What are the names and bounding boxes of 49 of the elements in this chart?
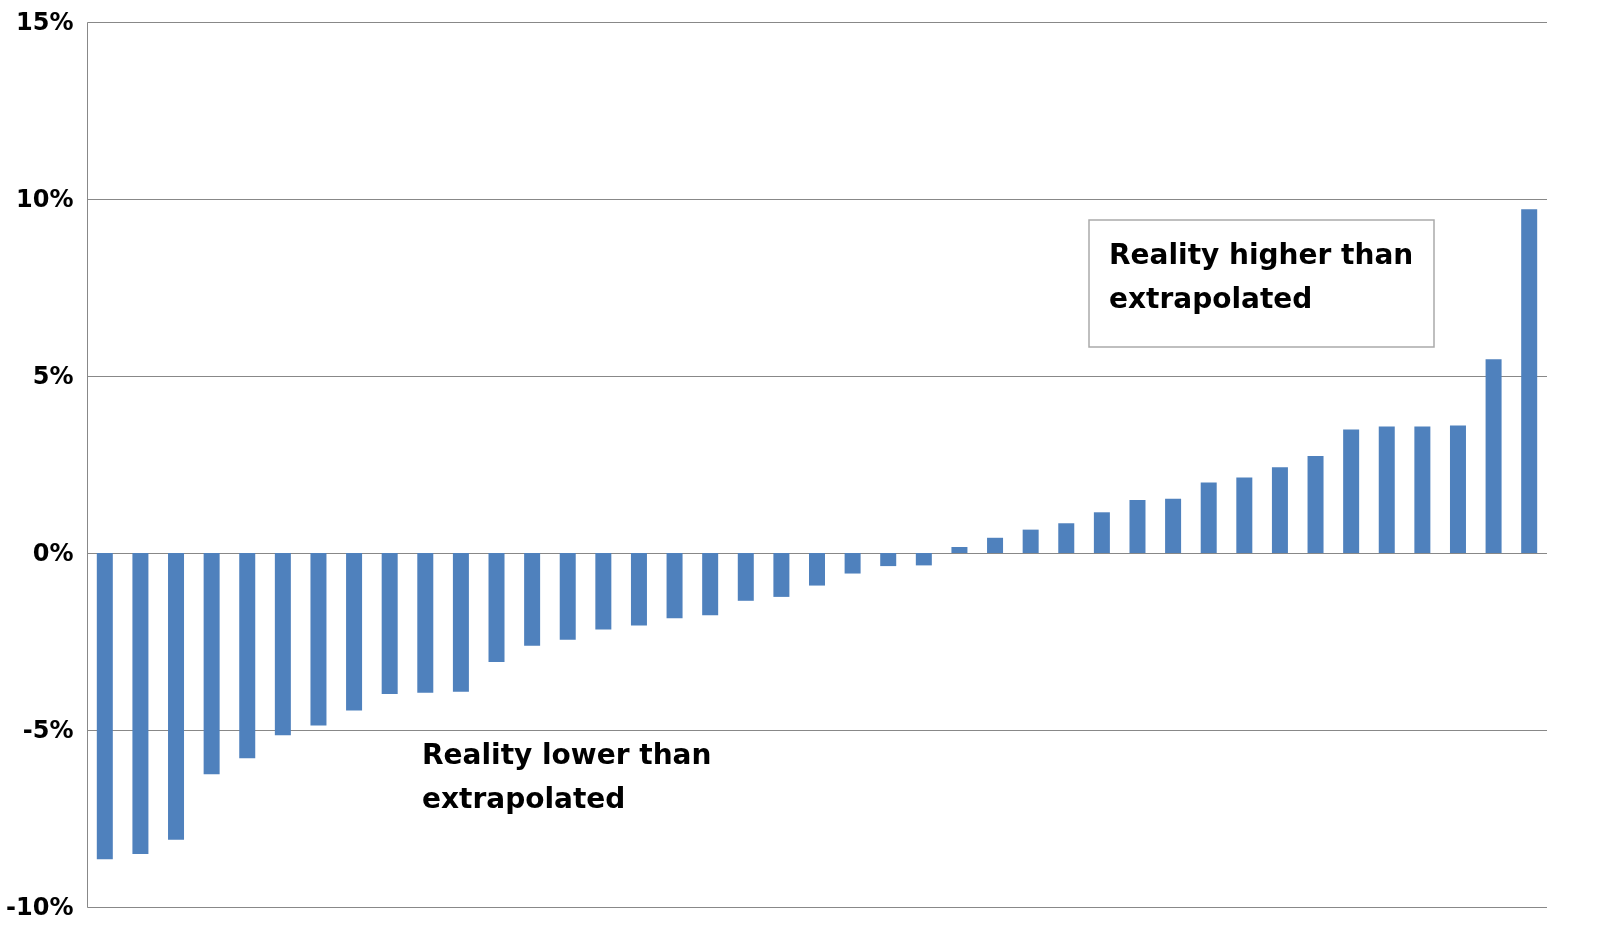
- bar: [880, 553, 897, 567]
- bar: [666, 553, 683, 619]
- bar: [524, 553, 541, 646]
- bar: [1449, 425, 1466, 553]
- bar: [915, 553, 932, 566]
- bar: [1378, 426, 1395, 553]
- y-tick-label: 5%: [32, 361, 74, 390]
- bar: [630, 553, 647, 626]
- bar: [773, 553, 790, 597]
- bar: [203, 553, 220, 775]
- bar: [1343, 429, 1360, 553]
- bar: [488, 553, 505, 663]
- bar: [96, 553, 113, 860]
- bar: [1058, 523, 1075, 553]
- bar: [168, 553, 185, 840]
- bar: [274, 553, 291, 736]
- bar: [702, 553, 719, 616]
- bar: [595, 553, 612, 630]
- bar: [559, 553, 576, 640]
- bar: [987, 537, 1004, 553]
- bar: [1200, 482, 1217, 553]
- bar: [1485, 359, 1502, 553]
- y-tick-label: 10%: [16, 184, 74, 213]
- annotation: Reality lower than extrapolated: [422, 738, 712, 815]
- bar: [381, 553, 398, 694]
- bar: [844, 553, 861, 574]
- bar: [132, 553, 149, 854]
- bar: [1022, 529, 1039, 553]
- bar: [1165, 498, 1182, 553]
- bar: [239, 553, 256, 759]
- y-tick-label: 15%: [16, 7, 74, 36]
- bar: [951, 546, 968, 553]
- bar: [1521, 209, 1538, 553]
- annotation: Reality higher than extrapolated: [1109, 238, 1414, 315]
- bar: [1414, 426, 1431, 553]
- bar: [452, 553, 469, 692]
- bar: [737, 553, 754, 601]
- bar: [809, 553, 825, 586]
- y-tick-label: 0%: [32, 538, 74, 567]
- bar: [1236, 477, 1253, 553]
- bar: [346, 553, 363, 711]
- y-tick-label: -10%: [6, 892, 74, 921]
- bar: [310, 553, 327, 726]
- bar: [1271, 467, 1288, 553]
- y-tick-label: -5%: [22, 715, 74, 744]
- bar: [417, 553, 434, 693]
- bar: [1307, 456, 1324, 553]
- bar: [1093, 512, 1110, 553]
- bar: [1129, 499, 1146, 553]
